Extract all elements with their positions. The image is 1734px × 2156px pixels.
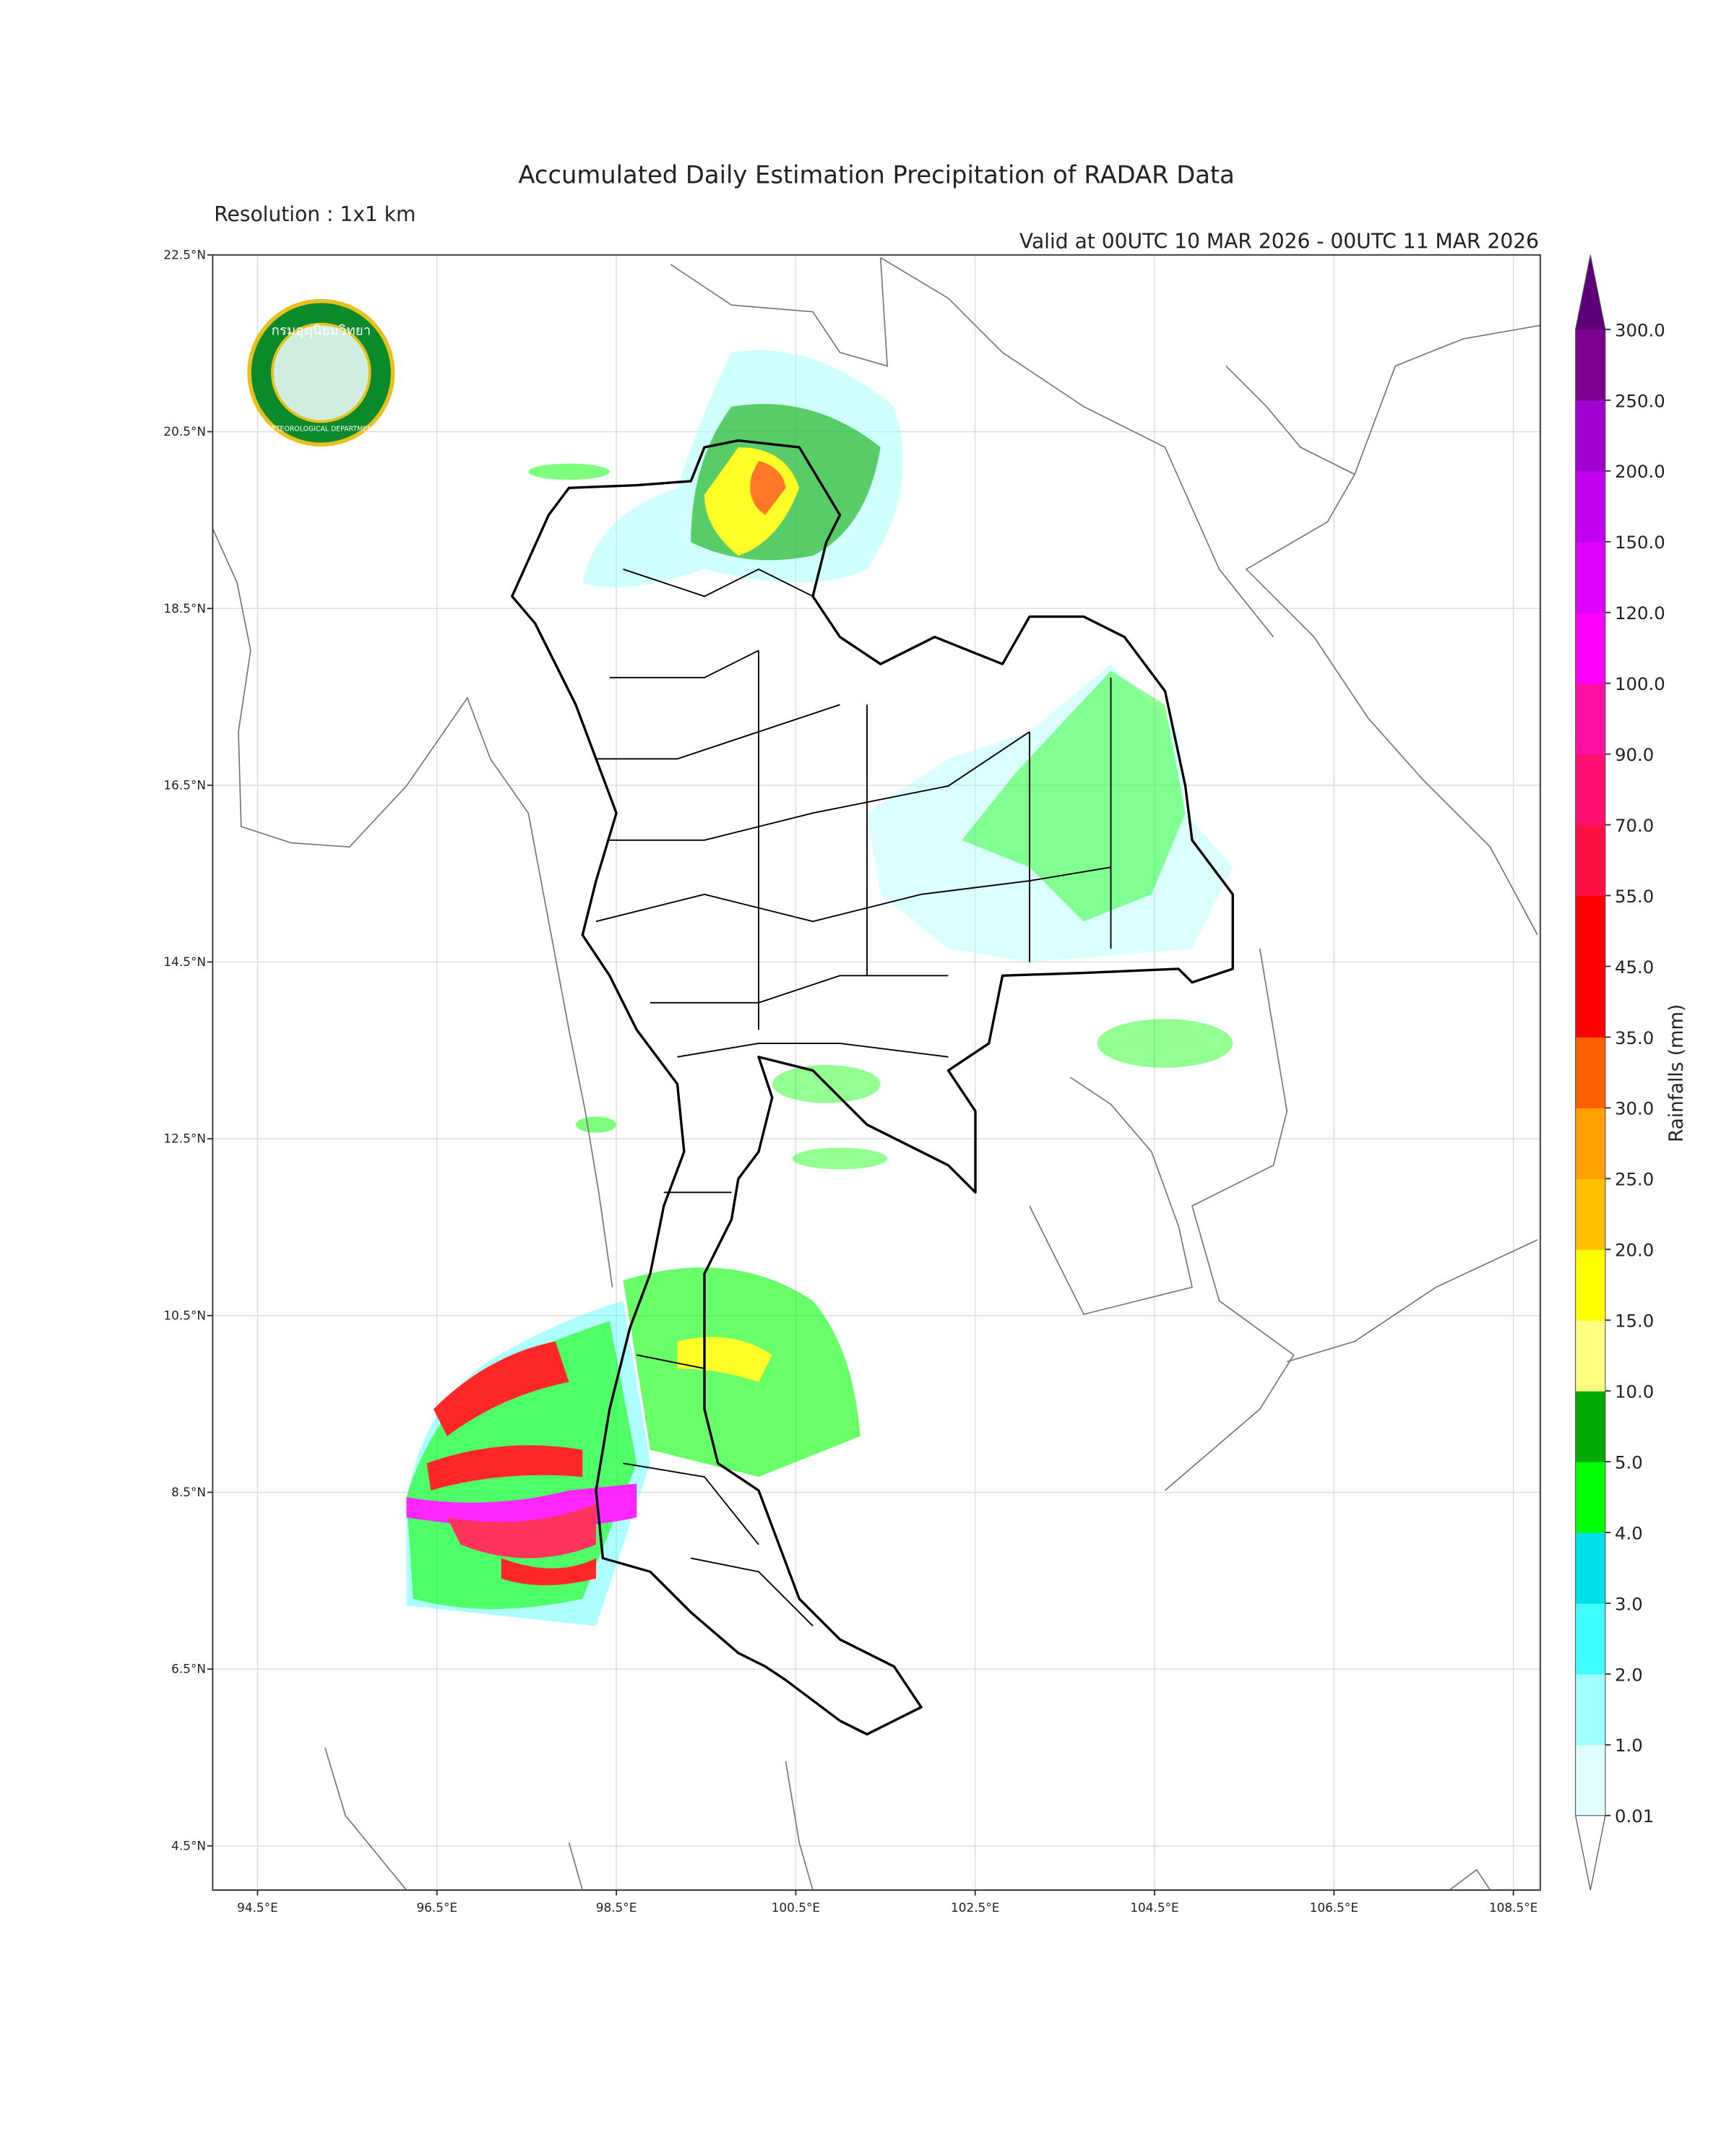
colorbar-under <box>1574 1815 1606 1891</box>
logo: กรมอุตุนิยมวิทยา METEOROLOGICAL DEPARTME… <box>247 298 395 447</box>
x-tick-label: 108.5°E <box>1489 1900 1537 1915</box>
colorbar-segment <box>1575 1037 1605 1108</box>
y-tick-label: 12.5°N <box>163 1131 206 1146</box>
coastlines <box>212 256 1541 1891</box>
echo <box>750 460 786 515</box>
echo <box>426 1445 583 1491</box>
colorbar-tick-label: 150.0 <box>1615 532 1665 553</box>
logo-thai: กรมอุตุนิยมวิทยา <box>271 323 371 339</box>
y-tick-label: 18.5°N <box>163 601 206 616</box>
logo-center <box>271 322 371 423</box>
x-tick-label: 94.5°E <box>237 1900 278 1915</box>
colorbar-tick-label: 250.0 <box>1615 390 1665 411</box>
x-tick-label: 98.5°E <box>596 1900 637 1915</box>
echo <box>792 1147 888 1170</box>
logo-english: METEOROLOGICAL DEPARTMENT <box>266 426 376 434</box>
colorbar-tick-label: 25.0 <box>1615 1169 1654 1190</box>
province-lines <box>595 568 1112 1626</box>
colorbar-segment <box>1575 1462 1605 1533</box>
y-tick-label: 14.5°N <box>163 954 206 969</box>
colorbar-segment <box>1575 400 1605 472</box>
colorbar-segment <box>1575 683 1605 755</box>
colorbar-segment <box>1575 1249 1605 1321</box>
y-tick-label: 8.5°N <box>171 1485 206 1499</box>
colorbar-over <box>1575 254 1605 329</box>
colorbar-tick-label: 0.01 <box>1615 1806 1654 1827</box>
coastline <box>212 528 613 1288</box>
echo <box>447 1504 596 1558</box>
colorbar-segment <box>1575 1603 1605 1675</box>
colorbar: 0.01 1.0 2.0 3.0 4.0 5.0 10.0 15.0 20.0 25.0 30.0 3… <box>1574 254 1665 1891</box>
x-tick-label: 102.5°E <box>951 1900 999 1915</box>
colorbar-segment <box>1575 895 1605 967</box>
colorbar-tick-label: 30.0 <box>1615 1098 1654 1119</box>
border-line <box>670 256 1274 638</box>
coastline <box>1225 324 1541 936</box>
radar-echoes <box>406 350 1233 1626</box>
map-frame <box>212 254 1541 1891</box>
echo <box>575 1116 617 1133</box>
echo <box>1097 1019 1233 1068</box>
echo <box>501 1558 596 1586</box>
colorbar-segment <box>1575 1391 1605 1462</box>
colorbar-tick-label: 4.0 <box>1615 1522 1643 1543</box>
colorbar-tick-label: 120.0 <box>1615 603 1665 624</box>
thailand <box>511 439 1234 1735</box>
x-tick-label: 106.5°E <box>1310 1900 1358 1915</box>
colorbar-tick-label: 200.0 <box>1615 461 1665 482</box>
x-tick-label: 100.5°E <box>772 1900 820 1915</box>
y-tick-label: 20.5°N <box>163 424 206 439</box>
colorbar-segment <box>1575 612 1605 684</box>
colorbar-tick-label: 2.0 <box>1615 1664 1643 1685</box>
colorbar-tick-label: 70.0 <box>1615 815 1654 836</box>
colorbar-tick-label: 20.0 <box>1615 1240 1654 1261</box>
valid-time: Valid at 00UTC 10 MAR 2026 - 00UTC 11 MA… <box>1019 229 1539 253</box>
colorbar-tick-label: 45.0 <box>1615 957 1654 978</box>
resolution: Resolution : 1x1 km <box>214 202 415 226</box>
colorbar-segment <box>1575 541 1605 613</box>
echo <box>962 670 1186 922</box>
colorbar-segment <box>1575 1320 1605 1392</box>
coastline <box>1164 948 1538 1491</box>
colorbar-tick-label: 90.0 <box>1615 744 1654 765</box>
colorbar-tick-label: 1.0 <box>1615 1735 1643 1756</box>
y-tick-label: 16.5°N <box>163 777 206 792</box>
colorbar-segment <box>1575 824 1605 897</box>
colorbar-segment <box>1575 1178 1605 1250</box>
colorbar-segment <box>1575 1108 1605 1179</box>
colorbar-tick-label: 5.0 <box>1615 1452 1643 1472</box>
colorbar-tick-label: 10.0 <box>1615 1381 1654 1402</box>
colorbar-label: Rainfalls (mm) <box>1666 1004 1688 1142</box>
colorbar-tick-label: 100.0 <box>1615 673 1665 694</box>
echo <box>867 664 1233 962</box>
echo <box>677 1337 772 1382</box>
colorbar-tick-label: 35.0 <box>1615 1027 1654 1048</box>
y-tick-label: 6.5°N <box>171 1662 206 1676</box>
colorbar-segment <box>1575 966 1605 1038</box>
country-border <box>511 439 1234 1735</box>
y-tick-label: 10.5°N <box>163 1308 206 1322</box>
echo <box>434 1341 569 1436</box>
colorbar-segment <box>1575 1532 1605 1604</box>
colorbar-tick-label: 300.0 <box>1615 319 1665 340</box>
coastline <box>324 1747 814 1891</box>
echo <box>528 463 610 480</box>
y-tick-label: 22.5°N <box>163 247 206 262</box>
colorbar-tick-label: 55.0 <box>1615 886 1654 907</box>
x-tick-label: 104.5°E <box>1130 1900 1178 1915</box>
colorbar-tick-label: 3.0 <box>1615 1593 1643 1614</box>
colorbar-segment <box>1575 1744 1605 1816</box>
colorbar-segment <box>1575 1673 1605 1746</box>
colorbar-segment <box>1575 470 1605 543</box>
y-tick-label: 4.5°N <box>171 1838 206 1853</box>
title: Accumulated Daily Estimation Precipitati… <box>518 160 1234 189</box>
colorbar-tick-label: 15.0 <box>1615 1311 1654 1332</box>
colorbar-segment <box>1575 329 1605 401</box>
colorbar-segment <box>1575 754 1605 826</box>
x-tick-label: 96.5°E <box>416 1900 457 1915</box>
coastline <box>1029 1077 1194 1316</box>
coastline <box>1449 1868 1491 1891</box>
